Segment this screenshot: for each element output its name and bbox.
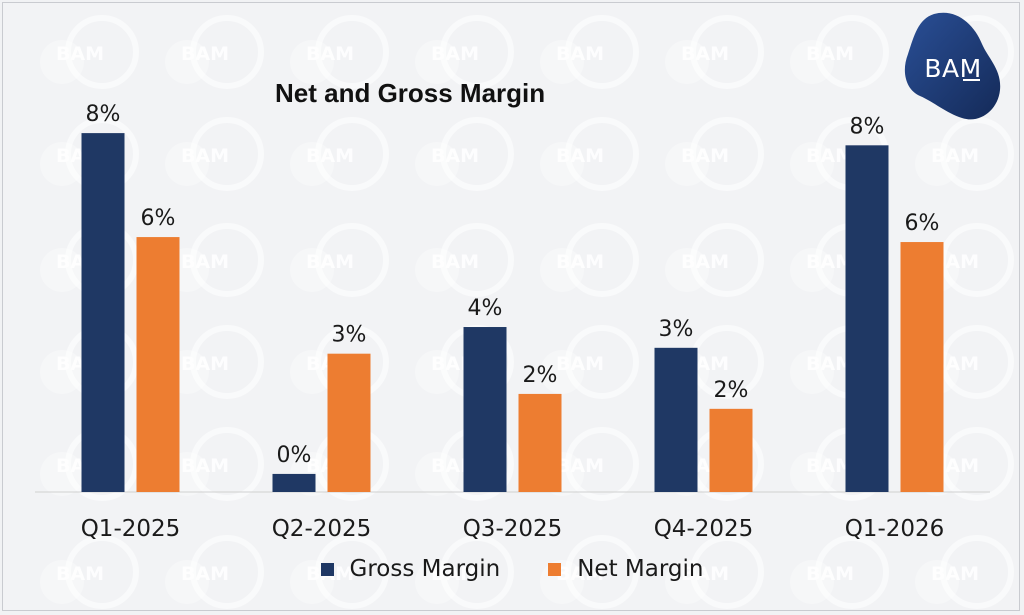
chart-title: Net and Gross Margin: [275, 78, 546, 108]
data-label: 0%: [277, 443, 312, 468]
data-label: 4%: [468, 296, 503, 321]
watermark-text: BAM: [56, 43, 104, 65]
watermark-text: BAM: [431, 563, 479, 585]
watermark-tile: BAM: [540, 223, 639, 297]
watermark-text: BAM: [681, 145, 729, 167]
data-label: 2%: [714, 378, 749, 403]
watermark-text: BAM: [806, 455, 854, 477]
watermark-text: BAM: [681, 563, 729, 585]
watermark-tile: BAM: [790, 535, 889, 609]
x-tick-label: Q1-2025: [81, 516, 181, 542]
data-label: 3%: [332, 323, 367, 348]
watermark-tile: BAM: [165, 535, 264, 609]
watermark-text: BAM: [806, 251, 854, 273]
watermark-text: BAM: [181, 353, 229, 375]
legend-label-net-margin: Net Margin: [577, 556, 704, 582]
watermark-tile: BAM: [290, 117, 389, 191]
x-tick-label: Q1-2026: [845, 516, 945, 542]
watermark-tile: BAM: [40, 535, 139, 609]
data-label: 8%: [850, 114, 885, 139]
data-label: 2%: [523, 363, 558, 388]
watermark-text: BAM: [181, 251, 229, 273]
watermark-text: BAM: [556, 353, 604, 375]
chart-legend: Gross Margin Net Margin: [0, 556, 1024, 582]
watermark-tile: BAM: [665, 15, 764, 89]
watermark-tile: BAM: [415, 117, 514, 191]
watermark-text: BAM: [181, 43, 229, 65]
watermark-text: BAM: [306, 251, 354, 273]
bar-net-margin-q2-2025: [327, 353, 371, 492]
watermark-tile: BAM: [790, 15, 889, 89]
watermark-tile: BAM: [665, 223, 764, 297]
watermark-tile: BAM: [915, 535, 1014, 609]
legend-item-net-margin: Net Margin: [548, 556, 703, 582]
watermark-text: BAM: [431, 251, 479, 273]
bar-gross-margin-q4-2025: [654, 347, 698, 492]
watermark-tile: BAM: [165, 15, 264, 89]
watermark-text: BAM: [681, 251, 729, 273]
watermark-text: BAM: [306, 145, 354, 167]
watermark-text: BAM: [56, 563, 104, 585]
x-tick-label: Q2-2025: [272, 516, 372, 542]
legend-item-gross-margin: Gross Margin: [320, 556, 501, 582]
watermark-tile: BAM: [415, 15, 514, 89]
data-label: 6%: [141, 206, 176, 231]
watermark-text: BAM: [181, 455, 229, 477]
watermark-text: BAM: [556, 455, 604, 477]
bar-net-margin-q1-2025: [136, 237, 180, 492]
bar-net-margin-q4-2025: [709, 408, 753, 492]
logo-blob-shape: [904, 12, 1001, 120]
x-tick-label: Q3-2025: [463, 516, 563, 542]
watermark-tile: BAM: [40, 15, 139, 89]
bar-net-margin-q3-2025: [518, 393, 562, 492]
watermark-text: BAM: [806, 145, 854, 167]
watermark-tile: BAM: [540, 117, 639, 191]
data-label: 6%: [905, 211, 940, 236]
watermark-text: BAM: [806, 353, 854, 375]
bar-net-margin-q1-2026: [900, 242, 944, 492]
bar-gross-margin-q1-2026: [845, 145, 889, 493]
watermark-text: BAM: [431, 43, 479, 65]
watermark-text: BAM: [181, 145, 229, 167]
watermark-text: BAM: [431, 145, 479, 167]
watermark-text: BAM: [306, 43, 354, 65]
legend-label-gross-margin: Gross Margin: [349, 556, 501, 582]
watermark-tile: BAM: [540, 325, 639, 399]
bar-gross-margin-q2-2025: [272, 473, 316, 492]
watermark-text: BAM: [681, 43, 729, 65]
watermark-text: BAM: [181, 563, 229, 585]
watermark-text: BAM: [556, 251, 604, 273]
watermark-tile: BAM: [665, 117, 764, 191]
legend-swatch-net-margin: [548, 562, 562, 576]
watermark-text: BAM: [556, 43, 604, 65]
data-label: 3%: [659, 317, 694, 342]
watermark-tile: BAM: [290, 223, 389, 297]
watermark-text: BAM: [556, 563, 604, 585]
watermark-tile: BAM: [415, 535, 514, 609]
legend-swatch-gross-margin: [320, 562, 334, 576]
watermark-tile: BAM: [165, 117, 264, 191]
watermark-tile: BAM: [665, 535, 764, 609]
data-label: 8%: [86, 102, 121, 127]
bam-logo: BAM: [904, 10, 1002, 122]
bar-gross-margin-q3-2025: [463, 327, 507, 492]
watermark-tile: BAM: [915, 117, 1014, 191]
logo-text: BAM: [924, 54, 982, 83]
bar-gross-margin-q1-2025: [81, 133, 125, 492]
x-tick-label: Q4-2025: [654, 516, 754, 542]
watermark-text: BAM: [931, 563, 979, 585]
watermark-tile: BAM: [540, 15, 639, 89]
watermark-tile: BAM: [290, 15, 389, 89]
watermark-text: BAM: [806, 563, 854, 585]
watermark-tile: BAM: [415, 223, 514, 297]
watermark-text: BAM: [806, 43, 854, 65]
watermark-text: BAM: [556, 145, 604, 167]
watermark-tile: BAM: [540, 535, 639, 609]
watermark-text: BAM: [931, 145, 979, 167]
